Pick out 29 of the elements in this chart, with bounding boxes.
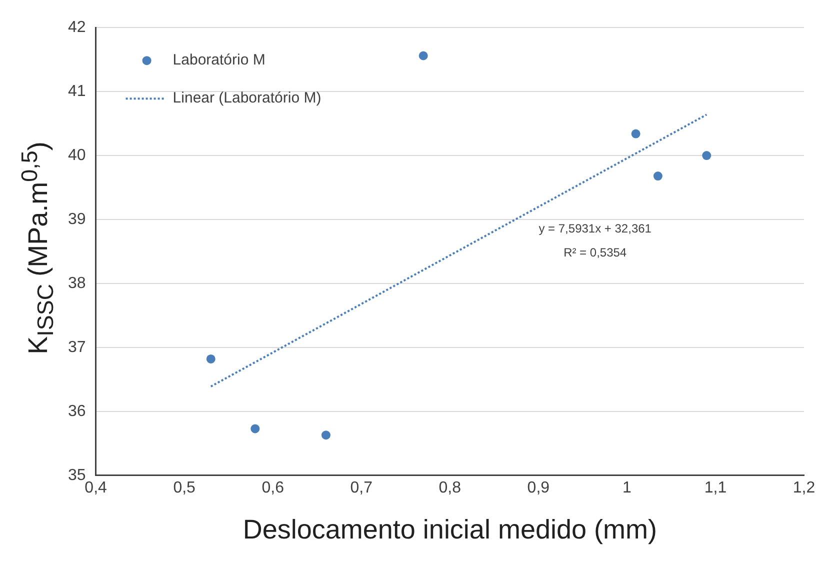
point	[206, 354, 216, 364]
x-tick-label: 0,4	[84, 479, 108, 496]
point	[321, 430, 330, 440]
x-tick-label: 0,8	[438, 479, 462, 496]
point	[653, 172, 662, 181]
x-tick-label: 0,9	[527, 479, 550, 496]
point	[418, 51, 428, 60]
x-tick-label: 0,5	[173, 479, 196, 496]
y-tick-label: 39	[68, 210, 86, 228]
x-axis-title: Deslocamento inicial medido (mm)	[242, 514, 657, 544]
x-tick-label: 1	[622, 479, 632, 496]
legend-label: Linear (Laboratório M)	[172, 90, 322, 107]
x-tick-label: 1,2	[792, 479, 816, 496]
annotation: y = 7,5931x + 32,361	[538, 221, 652, 236]
x-tick-label: 0,7	[350, 479, 373, 496]
point	[631, 129, 640, 138]
y-tick-label: 38	[68, 274, 86, 292]
y-tick-label: 40	[68, 146, 86, 164]
point	[250, 424, 260, 434]
y-tick-label: 35	[68, 466, 86, 484]
y-tick-label: 37	[68, 338, 86, 356]
point	[702, 151, 712, 160]
x-tick-label: 1,1	[704, 479, 727, 496]
y-tick-label: 36	[68, 402, 86, 420]
y-tick-label: 41	[68, 82, 86, 100]
y-tick-label: 42	[68, 19, 86, 36]
x-tick-label: 0,6	[262, 479, 284, 496]
annotation: R² = 0,5354	[564, 245, 627, 260]
legend-label: Laboratório M	[172, 52, 266, 69]
